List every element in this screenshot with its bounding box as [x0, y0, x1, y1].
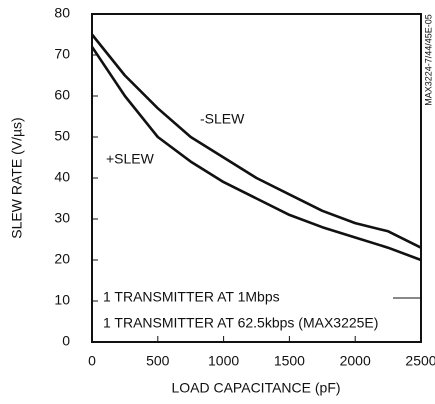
y-tick-label: 0 — [62, 333, 70, 349]
annotation: 1 TRANSMITTER AT 1Mbps — [103, 289, 280, 305]
x-tick-label: 2000 — [340, 353, 371, 369]
part-note: MAX3224-7/44/45E-05 — [423, 14, 433, 106]
x-tick-label: 1500 — [274, 353, 305, 369]
y-tick-label: 40 — [54, 169, 70, 185]
y-tick-label: 10 — [54, 292, 70, 308]
series-line — [90, 46, 422, 262]
series-line — [90, 33, 422, 249]
x-tick-label: 1000 — [208, 353, 239, 369]
x-tick-label: 500 — [146, 353, 170, 369]
y-tick-label: 60 — [54, 87, 70, 103]
y-axis-label: SLEW RATE (V/µs) — [9, 117, 25, 238]
x-axis-label: LOAD CAPACITANCE (pF) — [171, 380, 340, 396]
y-tick-label: 50 — [54, 128, 70, 144]
series-label: +SLEW — [106, 151, 155, 167]
y-tick-label: 20 — [54, 251, 70, 267]
series-label: -SLEW — [200, 111, 245, 127]
x-tick-label: 0 — [88, 353, 96, 369]
annotation: 1 TRANSMITTER AT 62.5kbps (MAX3225E) — [103, 315, 378, 331]
x-tick-label: 2500 — [405, 353, 435, 369]
y-tick-label: 70 — [54, 46, 70, 62]
y-tick-label: 30 — [54, 210, 70, 226]
y-tick-label: 80 — [54, 5, 70, 21]
